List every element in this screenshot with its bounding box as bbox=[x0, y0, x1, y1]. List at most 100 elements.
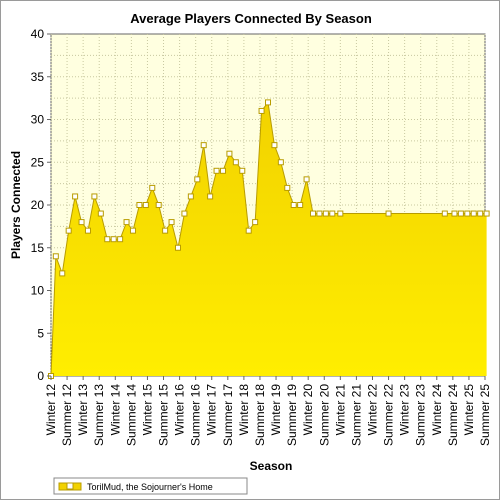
data-point bbox=[329, 210, 336, 217]
series-area bbox=[48, 99, 490, 379]
data-point bbox=[337, 210, 344, 217]
data-point bbox=[290, 202, 297, 208]
data-point bbox=[65, 227, 72, 234]
data-point bbox=[322, 210, 329, 217]
data-point bbox=[117, 236, 124, 243]
data-point bbox=[181, 210, 188, 217]
data-point bbox=[136, 202, 143, 208]
legend: TorilMud, the Sojourner's Home bbox=[53, 477, 248, 495]
data-point bbox=[52, 253, 59, 260]
data-point bbox=[104, 236, 111, 243]
x-tick-label: Summer 23 bbox=[414, 384, 428, 446]
data-point bbox=[239, 167, 246, 174]
x-tick-label: Winter 13 bbox=[76, 384, 90, 436]
x-tick-label: Winter 14 bbox=[108, 384, 122, 436]
x-tick-label: Winter 16 bbox=[173, 384, 187, 436]
y-tick-label: 30 bbox=[31, 113, 45, 127]
data-point bbox=[470, 210, 477, 217]
x-tick-label: Winter 24 bbox=[430, 384, 444, 436]
data-point bbox=[110, 236, 117, 243]
y-axis: 0 5 10 15 20 25 30 35 40 bbox=[31, 27, 51, 383]
data-point bbox=[129, 227, 136, 234]
data-point bbox=[207, 193, 214, 200]
data-point bbox=[194, 176, 201, 183]
data-point bbox=[187, 193, 194, 200]
data-point bbox=[219, 167, 226, 174]
x-tick-label: Winter 17 bbox=[205, 384, 219, 436]
data-point bbox=[252, 219, 259, 226]
y-tick-label: 20 bbox=[31, 198, 45, 212]
data-point bbox=[59, 270, 66, 277]
data-point bbox=[84, 227, 91, 234]
x-tick-label: Summer 12 bbox=[60, 384, 74, 446]
x-tick-label: Summer 24 bbox=[446, 384, 460, 446]
x-axis: Winter 12 Summer 12 Winter 13 Summer 13 Wint… bbox=[44, 376, 492, 446]
x-tick-label: Summer 14 bbox=[124, 384, 138, 446]
data-point bbox=[277, 159, 284, 166]
y-tick-label: 10 bbox=[31, 284, 45, 298]
y-tick-label: 35 bbox=[31, 70, 45, 84]
x-tick-label: Winter 21 bbox=[333, 384, 347, 436]
data-point bbox=[123, 219, 130, 226]
data-point bbox=[477, 210, 484, 217]
x-tick-label: Winter 20 bbox=[301, 384, 315, 436]
data-point bbox=[149, 184, 156, 191]
data-point bbox=[316, 210, 323, 217]
data-point bbox=[297, 202, 304, 208]
legend-label: TorilMud, the Sojourner's Home bbox=[87, 482, 213, 492]
data-point bbox=[310, 210, 317, 217]
y-tick-label: 15 bbox=[31, 241, 45, 255]
data-point bbox=[213, 167, 220, 174]
data-point bbox=[155, 202, 162, 208]
x-tick-label: Winter 22 bbox=[365, 384, 379, 436]
data-point bbox=[258, 107, 265, 114]
x-tick-label: Summer 18 bbox=[253, 384, 267, 446]
x-tick-label: Summer 20 bbox=[317, 384, 331, 446]
y-tick-label: 0 bbox=[37, 369, 44, 383]
y-axis-label: Players Connected bbox=[9, 151, 23, 259]
x-tick-label: Winter 15 bbox=[140, 384, 154, 436]
data-point bbox=[142, 202, 149, 208]
x-tick-label: Summer 19 bbox=[285, 384, 299, 446]
data-point bbox=[284, 184, 291, 191]
x-tick-label: Winter 23 bbox=[398, 384, 412, 436]
data-point bbox=[232, 159, 239, 166]
data-point bbox=[483, 210, 490, 217]
data-point bbox=[78, 219, 85, 226]
data-point bbox=[385, 210, 392, 217]
y-tick-label: 25 bbox=[31, 155, 45, 169]
x-tick-label: Summer 22 bbox=[382, 384, 396, 446]
x-tick-label: Summer 25 bbox=[478, 384, 492, 446]
legend-marker bbox=[66, 482, 74, 490]
x-tick-label: Winter 25 bbox=[462, 384, 476, 436]
y-tick-label: 5 bbox=[37, 326, 44, 340]
x-axis-label: Season bbox=[250, 459, 293, 473]
data-point bbox=[226, 150, 233, 157]
x-tick-label: Winter 19 bbox=[269, 384, 283, 436]
data-point bbox=[271, 142, 278, 149]
x-tick-label: Winter 18 bbox=[237, 384, 251, 436]
x-tick-label: Summer 17 bbox=[221, 384, 235, 446]
x-tick-label: Summer 21 bbox=[349, 384, 363, 446]
data-point bbox=[162, 227, 169, 234]
x-tick-label: Summer 13 bbox=[92, 384, 106, 446]
x-tick-label: Summer 15 bbox=[157, 384, 171, 446]
x-tick-label: Summer 16 bbox=[189, 384, 203, 446]
data-point bbox=[91, 193, 98, 200]
data-point bbox=[97, 210, 104, 217]
legend-box bbox=[53, 477, 248, 495]
data-point bbox=[200, 142, 207, 149]
data-point bbox=[174, 244, 181, 251]
chart-title: Average Players Connected By Season bbox=[130, 11, 372, 26]
data-point bbox=[451, 210, 458, 217]
data-point bbox=[168, 219, 175, 226]
data-point bbox=[72, 193, 79, 200]
data-point bbox=[441, 210, 448, 217]
data-point bbox=[303, 176, 310, 183]
series-area-fill bbox=[51, 102, 487, 377]
data-point bbox=[464, 210, 471, 217]
y-tick-label: 40 bbox=[31, 27, 45, 41]
data-point bbox=[245, 227, 252, 234]
